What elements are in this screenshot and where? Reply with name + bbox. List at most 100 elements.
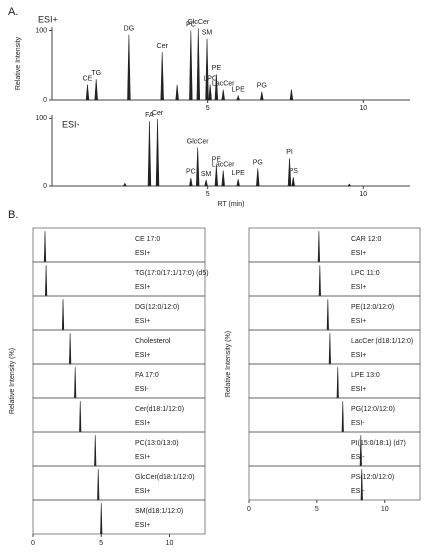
standard-name: PG(12:0/12:0) <box>351 406 395 413</box>
trace-box <box>32 363 206 399</box>
peak-label: PG <box>257 83 267 90</box>
standard-name: PS(12:0/12:0) <box>351 474 394 481</box>
peak <box>287 158 292 187</box>
y-axis-label: Relative Intensity (%) <box>9 348 16 414</box>
y-tick-label: 100 <box>35 27 47 34</box>
standard-name: CAR 12:0 <box>351 236 381 243</box>
peak-label: GlcCer <box>187 19 209 26</box>
peak-label: PE <box>212 157 222 164</box>
peak <box>341 401 344 433</box>
trace-box <box>32 465 206 501</box>
trace-box <box>248 329 421 365</box>
peak <box>94 435 97 467</box>
standard-name: LacCer (d18:1/12:0) <box>351 338 413 345</box>
peak <box>127 34 131 101</box>
peak-label: PC <box>186 169 196 176</box>
trace-box <box>32 431 206 467</box>
y-tick-label: 0 <box>43 97 47 104</box>
peak-label: LPC <box>203 76 217 83</box>
x-axis-label: RT (min) <box>218 201 245 208</box>
ion-mode: ESI+ <box>135 522 150 529</box>
ion-mode: ESI- <box>351 488 365 495</box>
peak <box>214 74 219 101</box>
peak <box>214 165 219 187</box>
x-tick-label: 5 <box>206 105 210 112</box>
peak <box>196 28 201 101</box>
ion-mode: ESI+ <box>135 318 150 325</box>
peak <box>289 89 294 101</box>
x-tick-label: 10 <box>359 191 367 198</box>
x-tick-label: 0 <box>247 506 251 513</box>
peak <box>208 84 212 101</box>
peak <box>69 333 72 365</box>
panel-label: B. <box>8 209 18 221</box>
peak <box>236 94 240 101</box>
peak <box>97 469 100 501</box>
standard-name: DG(12:0/12:0) <box>135 304 179 311</box>
trace-box <box>32 227 206 263</box>
peak <box>175 84 179 101</box>
peak-label: LacCer <box>212 80 235 87</box>
trace-box <box>248 261 421 297</box>
peak <box>100 503 103 535</box>
trace-box <box>248 465 421 501</box>
peak-label: CE <box>83 76 93 83</box>
trace-box <box>248 431 421 467</box>
peak <box>205 38 209 101</box>
standard-name: Cholesterol <box>135 338 171 345</box>
ion-mode: ESI+ <box>135 284 150 291</box>
peak <box>122 182 127 187</box>
trace-box <box>248 363 421 399</box>
peak <box>160 52 164 101</box>
peak <box>43 231 47 263</box>
peak <box>85 84 90 101</box>
peak <box>195 147 200 187</box>
peak <box>61 299 65 331</box>
standard-name: Cer(d18:1/12:0) <box>135 406 184 413</box>
standard-name: TG(17:0/17:1/17:0) (d5) <box>135 270 209 277</box>
y-axis-label: Relative Intensity (%) <box>225 331 232 397</box>
standard-name: FA 17:0 <box>135 372 159 379</box>
trace-box <box>32 295 206 331</box>
ion-mode: ESI+ <box>351 250 366 257</box>
standard-name: LPE 13:0 <box>351 372 380 379</box>
x-tick-label: 10 <box>381 506 389 513</box>
peak-label: PI <box>286 149 293 156</box>
peak <box>221 170 225 187</box>
peak <box>326 299 329 331</box>
peak <box>204 179 208 187</box>
ion-mode: ESI+ <box>135 488 150 495</box>
peak <box>336 367 339 399</box>
peak-label: GlcCer <box>187 138 209 145</box>
peak <box>221 89 225 101</box>
ion-mode: ESI+ <box>135 454 150 461</box>
trace-box <box>248 227 421 263</box>
peak-label: Cer <box>152 110 164 117</box>
y-axis-label: Relative Intensity <box>15 36 22 90</box>
trace-box <box>32 329 206 365</box>
x-tick-label: 10 <box>359 105 367 112</box>
ion-mode: ESI+ <box>135 352 150 359</box>
peak-label: FA <box>145 112 154 119</box>
trace-box <box>248 397 421 433</box>
peak <box>236 179 240 187</box>
peak-label: Cer <box>157 43 169 50</box>
peak <box>44 265 48 297</box>
peak-label: LacCer <box>212 161 235 168</box>
standard-name: CE 17:0 <box>135 236 160 243</box>
peak-label: LPE <box>232 87 246 94</box>
standard-name: PC(13:0/13:0) <box>135 440 179 447</box>
ion-mode: ESI+ <box>135 250 150 257</box>
peak <box>79 401 82 433</box>
standard-name: GlcCer(d18:1/12:0) <box>135 474 195 481</box>
x-tick-label: 5 <box>315 506 319 513</box>
peak <box>347 183 352 187</box>
peak <box>155 119 160 187</box>
panel-title: ESI- <box>62 119 80 129</box>
trace-box <box>32 397 206 433</box>
peak <box>328 333 331 365</box>
peak <box>360 469 363 501</box>
peak <box>291 177 296 187</box>
peak <box>74 367 77 399</box>
